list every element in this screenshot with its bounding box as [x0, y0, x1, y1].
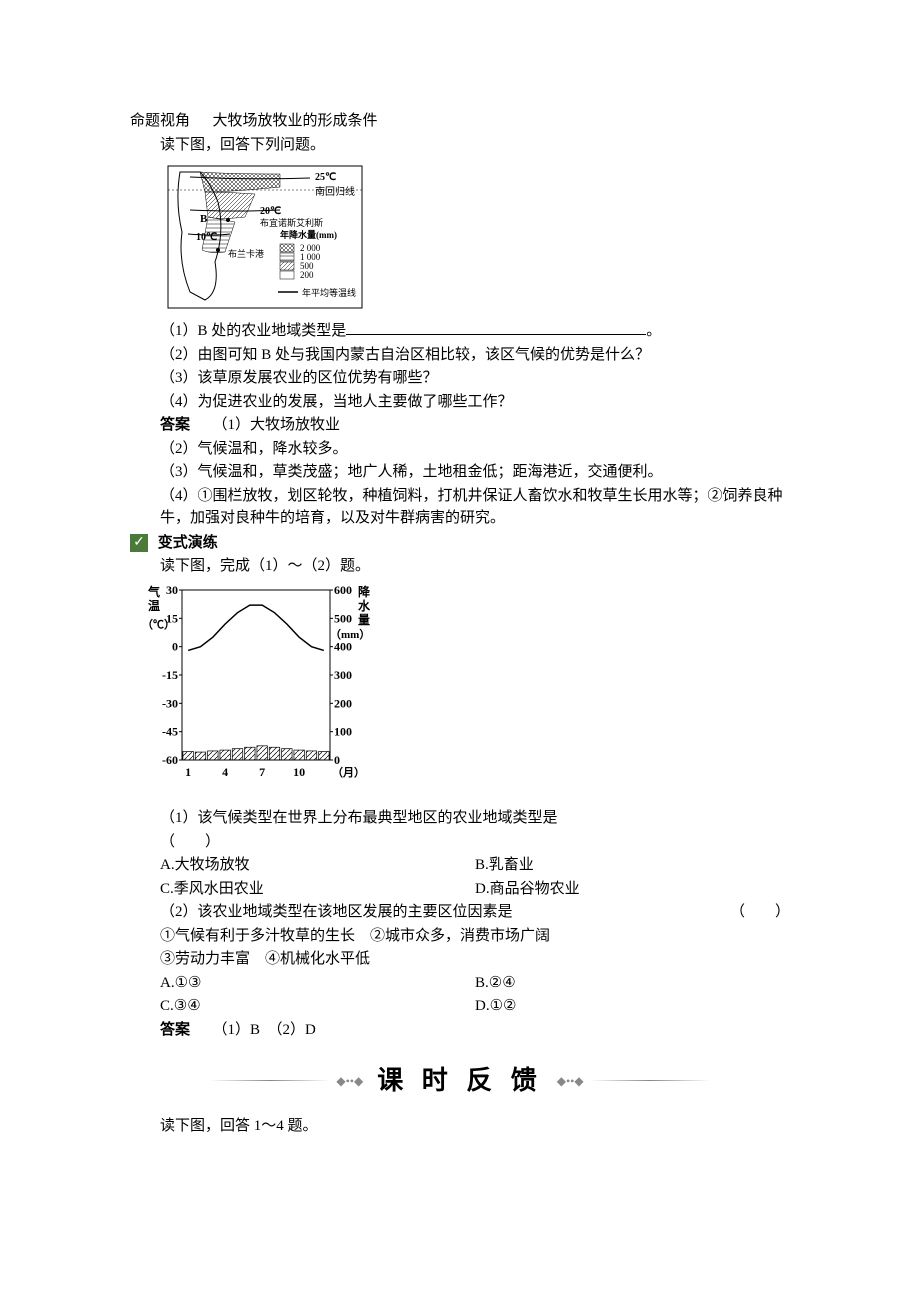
svg-text:0: 0	[172, 639, 178, 653]
svg-text:200: 200	[300, 270, 314, 280]
isotherm-label: 年平均等温线	[302, 287, 356, 298]
svg-text:降: 降	[358, 584, 371, 599]
svg-text:100: 100	[334, 724, 352, 738]
mcq1-opt-c: C.季风水田农业	[160, 878, 475, 901]
q1-text: （1）B 处的农业地域类型是	[160, 323, 346, 339]
check-icon: ✓	[130, 534, 148, 552]
a3-text: （3）气候温和，草类茂盛；地广人稀，土地租金低；距海港近，交通便利。	[130, 461, 790, 484]
svg-text:4: 4	[222, 765, 228, 779]
mcq2-stem: （2）该农业地域类型在该地区发展的主要区位因素是	[160, 901, 720, 924]
city1-label: 布宜诺斯艾利斯	[260, 217, 323, 228]
mcq1-stem: （1）该气候类型在世界上分布最典型地区的农业地域类型是	[130, 807, 790, 830]
mcq2-opt-a: A.①③	[160, 972, 475, 995]
svg-text:10: 10	[293, 765, 305, 779]
svg-text:1: 1	[185, 765, 191, 779]
map-figure: 25℃ 南回归线 20℃ 布宜诺斯艾利斯 B 10℃ 布兰卡港 年降水量(mm)…	[160, 162, 790, 312]
tropic-label: 南回归线	[315, 185, 355, 198]
svg-text:500: 500	[334, 611, 352, 625]
section-divider: ◆••◆ 课 时 反 馈 ◆••◆	[130, 1061, 790, 1100]
mcq1-opt-d: D.商品谷物农业	[475, 878, 790, 901]
svg-text:-15: -15	[162, 668, 178, 682]
a2-text: （2）气候温和，降水较多。	[130, 438, 790, 461]
temp10-label: 10℃	[196, 232, 217, 243]
divider-title: 课 时 反 馈	[377, 1061, 543, 1100]
temp20-label: 20℃	[260, 206, 281, 217]
svg-text:30: 30	[166, 583, 178, 597]
mcq2-circles1: ①气候有利于多汁牧草的生长 ②城市众多，消费市场广阔	[130, 925, 790, 948]
svg-text:-60: -60	[162, 753, 178, 767]
instruction-text: 读下图，回答下列问题。	[130, 134, 790, 157]
topic-title: 大牧场放牧业的形成条件	[213, 113, 378, 129]
svg-text:（月）: （月）	[332, 766, 365, 779]
mcq-answer-label: 答案	[160, 1021, 190, 1038]
mcq2-opt-c: C.③④	[160, 995, 475, 1018]
q2-text: （2）由图可知 B 处与我国内蒙古自治区相比较，该区气候的优势是什么？	[130, 344, 790, 367]
topic-label: 命题视角	[130, 113, 190, 129]
q1-suffix: 。	[646, 323, 661, 339]
svg-text:200: 200	[334, 696, 352, 710]
mcq2-opt-b: B.②④	[475, 972, 790, 995]
mcq2-paren: （ ）	[720, 901, 790, 924]
a4-text: （4）①围栏放牧，划区轮牧，种植饲料，打机井保证人畜饮水和牧草生长用水等；②饲养…	[130, 485, 790, 530]
mcq2-opt-d: D.①②	[475, 995, 790, 1018]
rain-title-label: 年降水量(mm)	[280, 229, 337, 240]
mcq-answer-text: （1）B （2）D	[213, 1022, 316, 1038]
svg-text:600: 600	[334, 583, 352, 597]
mcq1-opt-b: B.乳畜业	[475, 854, 790, 877]
svg-text:（℃）: （℃）	[142, 618, 175, 631]
city2-label: 布兰卡港	[228, 248, 264, 259]
q3-text: （3）该草原发展农业的区位优势有哪些？	[130, 367, 790, 390]
variant-instruction: 读下图，完成（1）～（2）题。	[130, 555, 790, 578]
svg-text:-45: -45	[162, 724, 178, 738]
variant-title: 变式演练	[158, 534, 218, 551]
svg-text:300: 300	[334, 668, 352, 682]
answer-label: 答案	[160, 416, 190, 433]
blank-line	[346, 320, 646, 335]
svg-text:气: 气	[147, 584, 160, 599]
b-marker: B	[200, 213, 208, 225]
mcq2-circles2: ③劳动力丰富 ④机械化水平低	[130, 948, 790, 971]
temp25-label: 25℃	[315, 172, 336, 183]
a1-text: （1）大牧场放牧业	[213, 417, 341, 433]
climate-chart: 30150-15-30-45-60气温（℃）600500400300200100…	[142, 582, 790, 800]
svg-text:-30: -30	[162, 696, 178, 710]
svg-text:温: 温	[148, 599, 160, 613]
svg-text:（mm）: （mm）	[330, 628, 370, 641]
footer-instruction: 读下图，回答 1～4 题。	[130, 1115, 790, 1138]
mcq1-opt-a: A.大牧场放牧	[160, 854, 475, 877]
q4-text: （4）为促进农业的发展，当地人主要做了哪些工作？	[130, 391, 790, 414]
svg-text:0: 0	[334, 753, 340, 767]
svg-text:水: 水	[358, 598, 371, 613]
svg-text:400: 400	[334, 639, 352, 653]
svg-text:量: 量	[358, 613, 370, 627]
mcq1-paren: （ ）	[130, 831, 790, 854]
svg-text:7: 7	[259, 765, 265, 779]
